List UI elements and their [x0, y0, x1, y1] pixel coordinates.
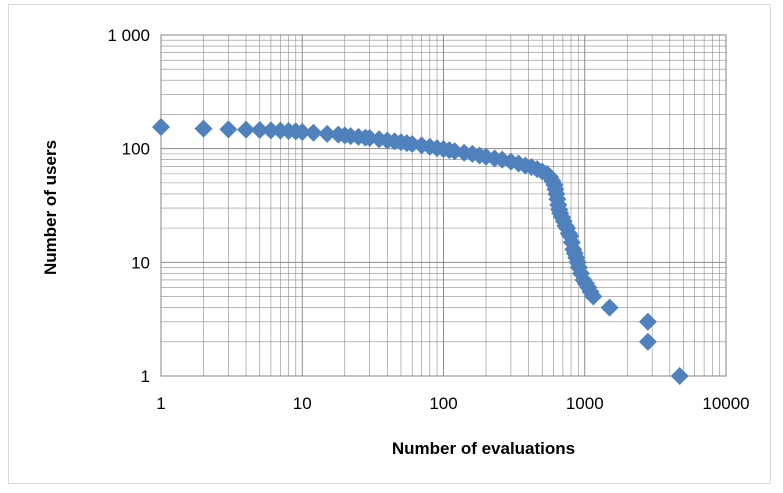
data-point [152, 118, 170, 137]
scatter-chart: 1 10 100 1000 10000 1 10 100 1 000 Number of ev… [41, 26, 750, 458]
data-point [250, 120, 269, 139]
data-point [304, 123, 323, 142]
data-point [638, 332, 657, 351]
chart-frame: 1 10 100 1000 10000 1 10 100 1 000 Number of ev… [8, 4, 771, 484]
grid [160, 35, 726, 377]
x-axis-ticks: 1 10 100 1000 10000 [156, 394, 749, 413]
data-points [152, 118, 689, 385]
y-tick-label: 1 [141, 367, 150, 386]
data-point [670, 367, 689, 385]
data-point [318, 124, 337, 143]
x-tick-label: 10 [293, 394, 312, 413]
data-point [584, 287, 603, 306]
x-tick-label: 1 [156, 394, 165, 413]
data-point [194, 119, 213, 138]
plot-area [160, 34, 727, 377]
y-axis-ticks: 1 10 100 1 000 [107, 26, 150, 386]
y-axis-title: Number of users [41, 140, 60, 275]
data-point [219, 120, 238, 139]
data-point [600, 298, 619, 317]
x-tick-label: 10000 [702, 394, 749, 413]
data-point [261, 121, 280, 140]
data-point [293, 123, 312, 142]
x-tick-label: 100 [429, 394, 457, 413]
y-tick-label: 100 [122, 140, 150, 159]
x-axis-title: Number of evaluations [392, 439, 575, 458]
x-tick-label: 1000 [566, 394, 604, 413]
data-point [638, 312, 657, 331]
data-point [237, 120, 256, 139]
y-tick-label: 10 [131, 253, 150, 272]
y-tick-label: 1 000 [107, 26, 150, 45]
